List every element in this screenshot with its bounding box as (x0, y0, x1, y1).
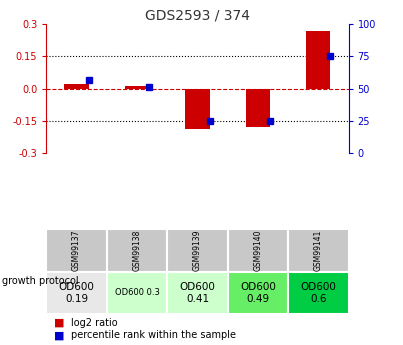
Text: ■: ■ (54, 318, 65, 327)
Text: log2 ratio: log2 ratio (71, 318, 117, 327)
Text: OD600
0.41: OD600 0.41 (179, 282, 216, 304)
Bar (288, 272, 349, 314)
Bar (228, 229, 288, 272)
Bar (46, 272, 107, 314)
Bar (246, 89, 270, 127)
Text: GSM99138: GSM99138 (133, 230, 141, 271)
Bar (167, 229, 228, 272)
Bar (125, 86, 149, 89)
Bar (288, 229, 349, 272)
Text: OD600 0.3: OD600 0.3 (114, 288, 160, 297)
Title: GDS2593 / 374: GDS2593 / 374 (145, 9, 250, 23)
Text: GSM99139: GSM99139 (193, 230, 202, 271)
Bar (64, 84, 89, 89)
Text: ■: ■ (54, 331, 65, 340)
Bar (185, 89, 210, 129)
Text: OD600
0.19: OD600 0.19 (58, 282, 95, 304)
Text: OD600
0.6: OD600 0.6 (300, 282, 337, 304)
Bar (46, 229, 107, 272)
Bar (306, 31, 330, 89)
Text: GSM99140: GSM99140 (253, 230, 262, 271)
Bar (107, 272, 167, 314)
Text: GSM99141: GSM99141 (314, 230, 323, 271)
Bar (228, 272, 288, 314)
Bar (107, 229, 167, 272)
Text: OD600
0.49: OD600 0.49 (240, 282, 276, 304)
Text: percentile rank within the sample: percentile rank within the sample (71, 331, 235, 340)
Bar (167, 272, 228, 314)
Text: growth protocol: growth protocol (2, 276, 79, 286)
Text: GSM99137: GSM99137 (72, 230, 81, 271)
